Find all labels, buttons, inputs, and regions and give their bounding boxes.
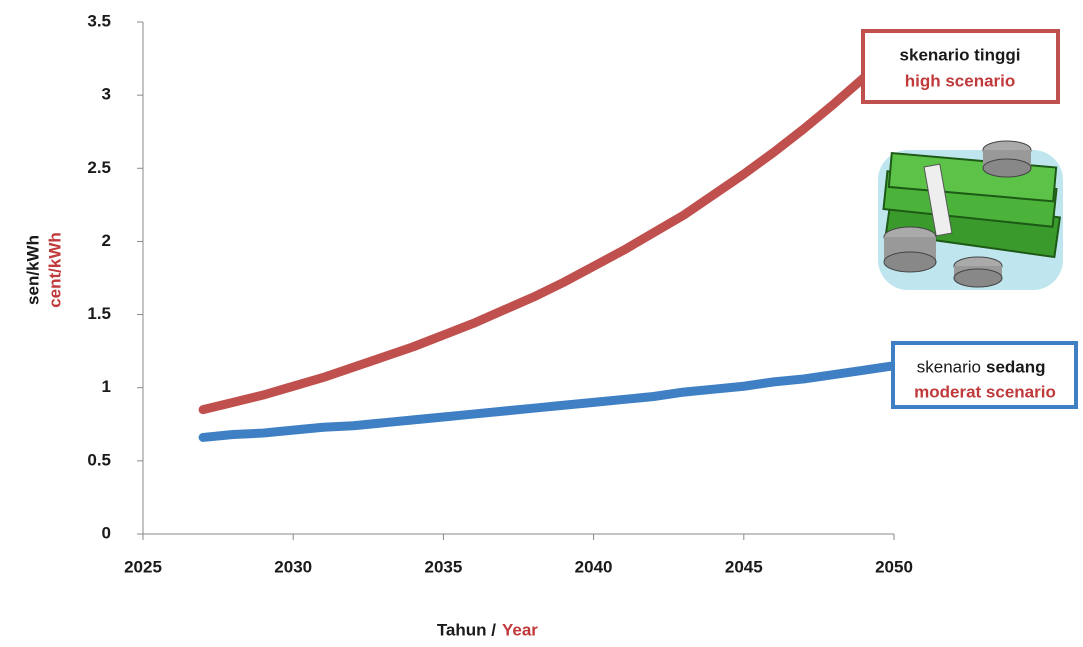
annotation-text: skenario bbox=[917, 357, 981, 376]
y-tick-label: 3 bbox=[102, 85, 111, 104]
annotation-text: skenario tinggi bbox=[900, 45, 1021, 64]
y-tick-label: 1.5 bbox=[87, 304, 111, 323]
annotation-text: sedang bbox=[986, 357, 1046, 376]
x-tick-label: 2025 bbox=[124, 557, 162, 576]
y-axis-title: sen/kWh bbox=[23, 235, 42, 305]
y-tick-label: 2.5 bbox=[87, 158, 111, 177]
series-line bbox=[198, 45, 899, 415]
x-tick-label: 2040 bbox=[575, 557, 613, 576]
y-tick-label: 2 bbox=[102, 231, 111, 250]
x-tick-label: 2035 bbox=[424, 557, 462, 576]
y-tick-label: 3.5 bbox=[87, 11, 111, 30]
annotation-text: high scenario bbox=[905, 71, 1016, 90]
money-icon bbox=[878, 140, 1063, 290]
y-tick-label: 0.5 bbox=[87, 450, 111, 469]
x-tick-label: 2045 bbox=[725, 557, 763, 576]
annotation-box bbox=[861, 29, 1060, 104]
y-tick-label: 0 bbox=[102, 523, 111, 542]
x-tick-label: 2030 bbox=[274, 557, 312, 576]
y-tick-label: 1 bbox=[102, 377, 111, 396]
series-line bbox=[198, 361, 899, 442]
x-tick-label: 2050 bbox=[875, 557, 913, 576]
x-axis-title: Year bbox=[502, 620, 538, 639]
y-axis-title: cent/kWh bbox=[45, 232, 64, 308]
annotation-text: moderat scenario bbox=[914, 382, 1056, 401]
annotation-box bbox=[891, 341, 1078, 409]
x-axis-title: Tahun / bbox=[437, 620, 496, 639]
